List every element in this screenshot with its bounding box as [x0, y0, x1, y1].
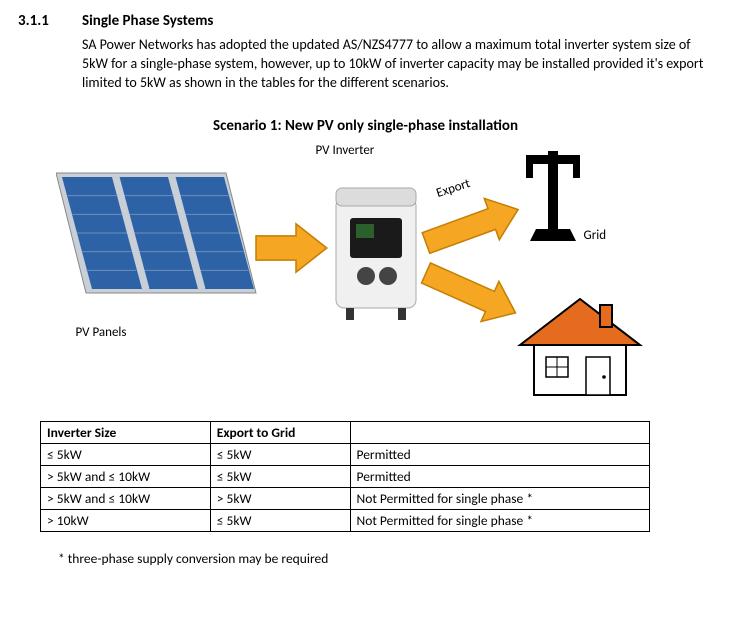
table-cell: > 5kW: [210, 487, 350, 509]
table-cell: ≤ 5kW: [41, 443, 211, 465]
section-number: 3.1.1: [18, 12, 82, 30]
section-title: Single Phase Systems: [82, 12, 213, 30]
table-cell: ≤ 5kW: [210, 509, 350, 531]
table-row: > 10kW≤ 5kWNot Permitted for single phas…: [41, 509, 650, 531]
scenario-title: Scenario 1: New PV only single-phase ins…: [18, 117, 713, 135]
footnote: * three-phase supply conversion may be r…: [58, 550, 713, 567]
table-cell: Permitted: [350, 443, 649, 465]
inverter-table: Inverter Size Export to Grid ≤ 5kW≤ 5kWP…: [40, 421, 650, 532]
table-cell: Not Permitted for single phase *: [350, 487, 649, 509]
table-cell: ≤ 5kW: [210, 443, 350, 465]
table-cell: ≤ 5kW: [210, 465, 350, 487]
table-header: Export to Grid: [210, 421, 350, 443]
table-header: Inverter Size: [41, 421, 211, 443]
table-row: ≤ 5kW≤ 5kWPermitted: [41, 443, 650, 465]
section-heading: 3.1.1 Single Phase Systems: [18, 12, 713, 30]
table-cell: Not Permitted for single phase *: [350, 509, 649, 531]
diagram-container: PV Inverter PV Panels Export Grid: [56, 143, 676, 403]
table-header-row: Inverter Size Export to Grid: [41, 421, 650, 443]
table-cell: Permitted: [350, 465, 649, 487]
label-pv-inverter: PV Inverter: [316, 143, 375, 158]
label-grid: Grid: [584, 228, 607, 243]
label-pv-panels: PV Panels: [76, 325, 127, 340]
table-cell: > 5kW and ≤ 10kW: [41, 465, 211, 487]
diagram-svg: [56, 143, 676, 403]
table-row: > 5kW and ≤ 10kW≤ 5kWPermitted: [41, 465, 650, 487]
table-row: > 5kW and ≤ 10kW> 5kWNot Permitted for s…: [41, 487, 650, 509]
table-header: [350, 421, 649, 443]
table-cell: > 10kW: [41, 509, 211, 531]
section-paragraph: SA Power Networks has adopted the update…: [82, 36, 713, 93]
table-cell: > 5kW and ≤ 10kW: [41, 487, 211, 509]
